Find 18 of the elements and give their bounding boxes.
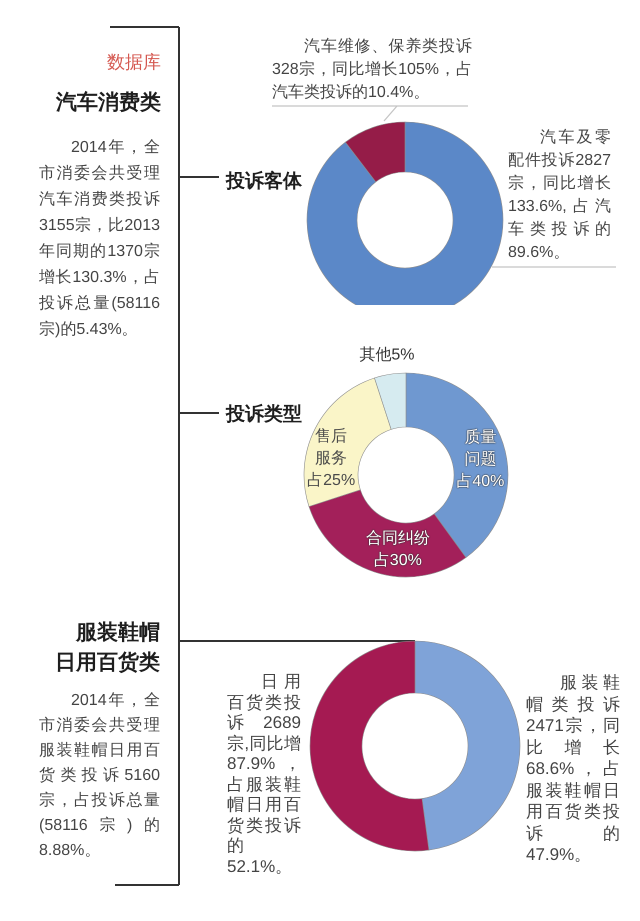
data-label: 占40% <box>455 472 506 492</box>
text: 数据库 <box>106 51 161 73</box>
category-label: 服装鞋帽类投诉2471宗，同比增长68.6%，占服装鞋帽日用百货类投诉的47.9%。 <box>526 673 620 864</box>
text: 服装鞋帽日用百货类 <box>54 620 160 676</box>
slice-label: 其他5% <box>359 345 414 365</box>
slice-label: 汽车及零配件投诉2827宗，同比增长133.6%,占汽车类投诉的89.6%。 <box>508 128 611 263</box>
category-label: 日用百货类投诉2689宗,同比增87.9%，占服装鞋帽日用百货类投诉的52.1%。 <box>227 672 301 876</box>
text: 投诉客体 <box>226 170 302 194</box>
text: 投诉类型 <box>226 402 302 427</box>
data-label: 占25% <box>306 470 356 491</box>
slice-label: 质量问题 <box>463 428 498 470</box>
data-label: 占30% <box>372 550 423 572</box>
slice-label: 售后服务 <box>314 426 348 469</box>
text: 2014年，全市消委会共受理服装鞋帽日用百货类投诉5160宗，占投诉总量(58116宗)的8.88%。 <box>39 691 160 861</box>
slice-label: 合同纠纷 <box>364 529 431 550</box>
slice-label: 汽车维修、保养类投诉328宗，同比增长105%，占汽车类投诉的10.4%。 <box>272 36 472 103</box>
text: 2014年，全市消委会共受理汽车消费类投诉3155宗，比2013年同期的1370宗增长130.3%，占投诉总量(58116宗)的5.43%。 <box>39 138 160 340</box>
text: 汽车消费类 <box>54 90 161 116</box>
